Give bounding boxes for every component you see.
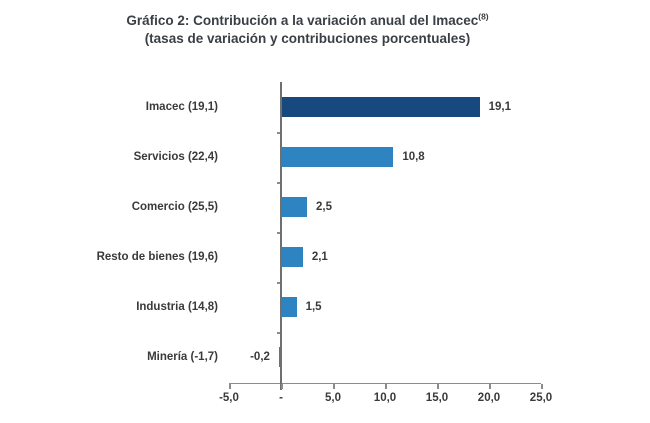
category-label: Imacec (19,1): [145, 101, 218, 113]
bar-value-label: 2,5: [316, 201, 332, 213]
y-axis-tick: [277, 182, 282, 184]
y-axis-tick: [277, 232, 282, 234]
bar: [281, 247, 303, 267]
x-axis-tick-label: -: [279, 392, 283, 404]
chart-title-line1: Gráfico 2: Contribución a la variación a…: [0, 12, 615, 30]
chart-title-superscript: (8): [478, 11, 489, 22]
x-axis-tick: [385, 384, 387, 389]
category-label: Resto de bienes (19,6): [96, 251, 218, 263]
bar: [281, 147, 394, 167]
bar-value-label: 2,1: [311, 251, 328, 263]
x-axis-tick: [281, 384, 283, 389]
bar-value-label: 1,5: [305, 301, 322, 313]
x-axis-line: [229, 383, 541, 384]
x-axis-tick: [489, 384, 491, 389]
y-axis-tick: [277, 332, 282, 334]
x-axis-tick: [437, 384, 439, 389]
x-axis-tick-label: 25,0: [529, 392, 553, 404]
bar: [278, 347, 281, 367]
x-axis-tick: [333, 384, 335, 389]
x-axis-tick-label: 20,0: [477, 392, 501, 404]
y-axis-tick: [277, 282, 282, 284]
bar-value-label: 19,1: [488, 101, 512, 113]
x-axis-tick-label: -5,0: [219, 392, 239, 404]
category-label: Industria (14,8): [136, 301, 218, 313]
chart-title-text: Gráfico 2: Contribución a la variación a…: [126, 13, 479, 28]
category-label: Comercio (25,5): [131, 201, 218, 213]
chart-title: Gráfico 2: Contribución a la variación a…: [0, 12, 615, 48]
bar: [281, 197, 307, 217]
bar: [281, 297, 297, 317]
x-axis-tick-label: 10,0: [373, 392, 397, 404]
x-axis-tick: [229, 384, 231, 389]
bar: [281, 97, 480, 117]
y-axis-tick: [277, 132, 282, 134]
zero-axis-line: [280, 82, 282, 390]
bar-value-label: 10,8: [402, 151, 425, 163]
category-label: Minería (-1,7): [147, 351, 218, 363]
x-axis-tick-label: 15,0: [425, 392, 449, 404]
bar-value-label: -0,2: [250, 351, 270, 363]
category-label: Servicios (22,4): [133, 151, 218, 163]
chart-subtitle: (tasas de variación y contribuciones por…: [144, 31, 471, 46]
x-axis-tick: [541, 384, 543, 389]
x-axis-tick-label: 5,0: [325, 392, 341, 404]
